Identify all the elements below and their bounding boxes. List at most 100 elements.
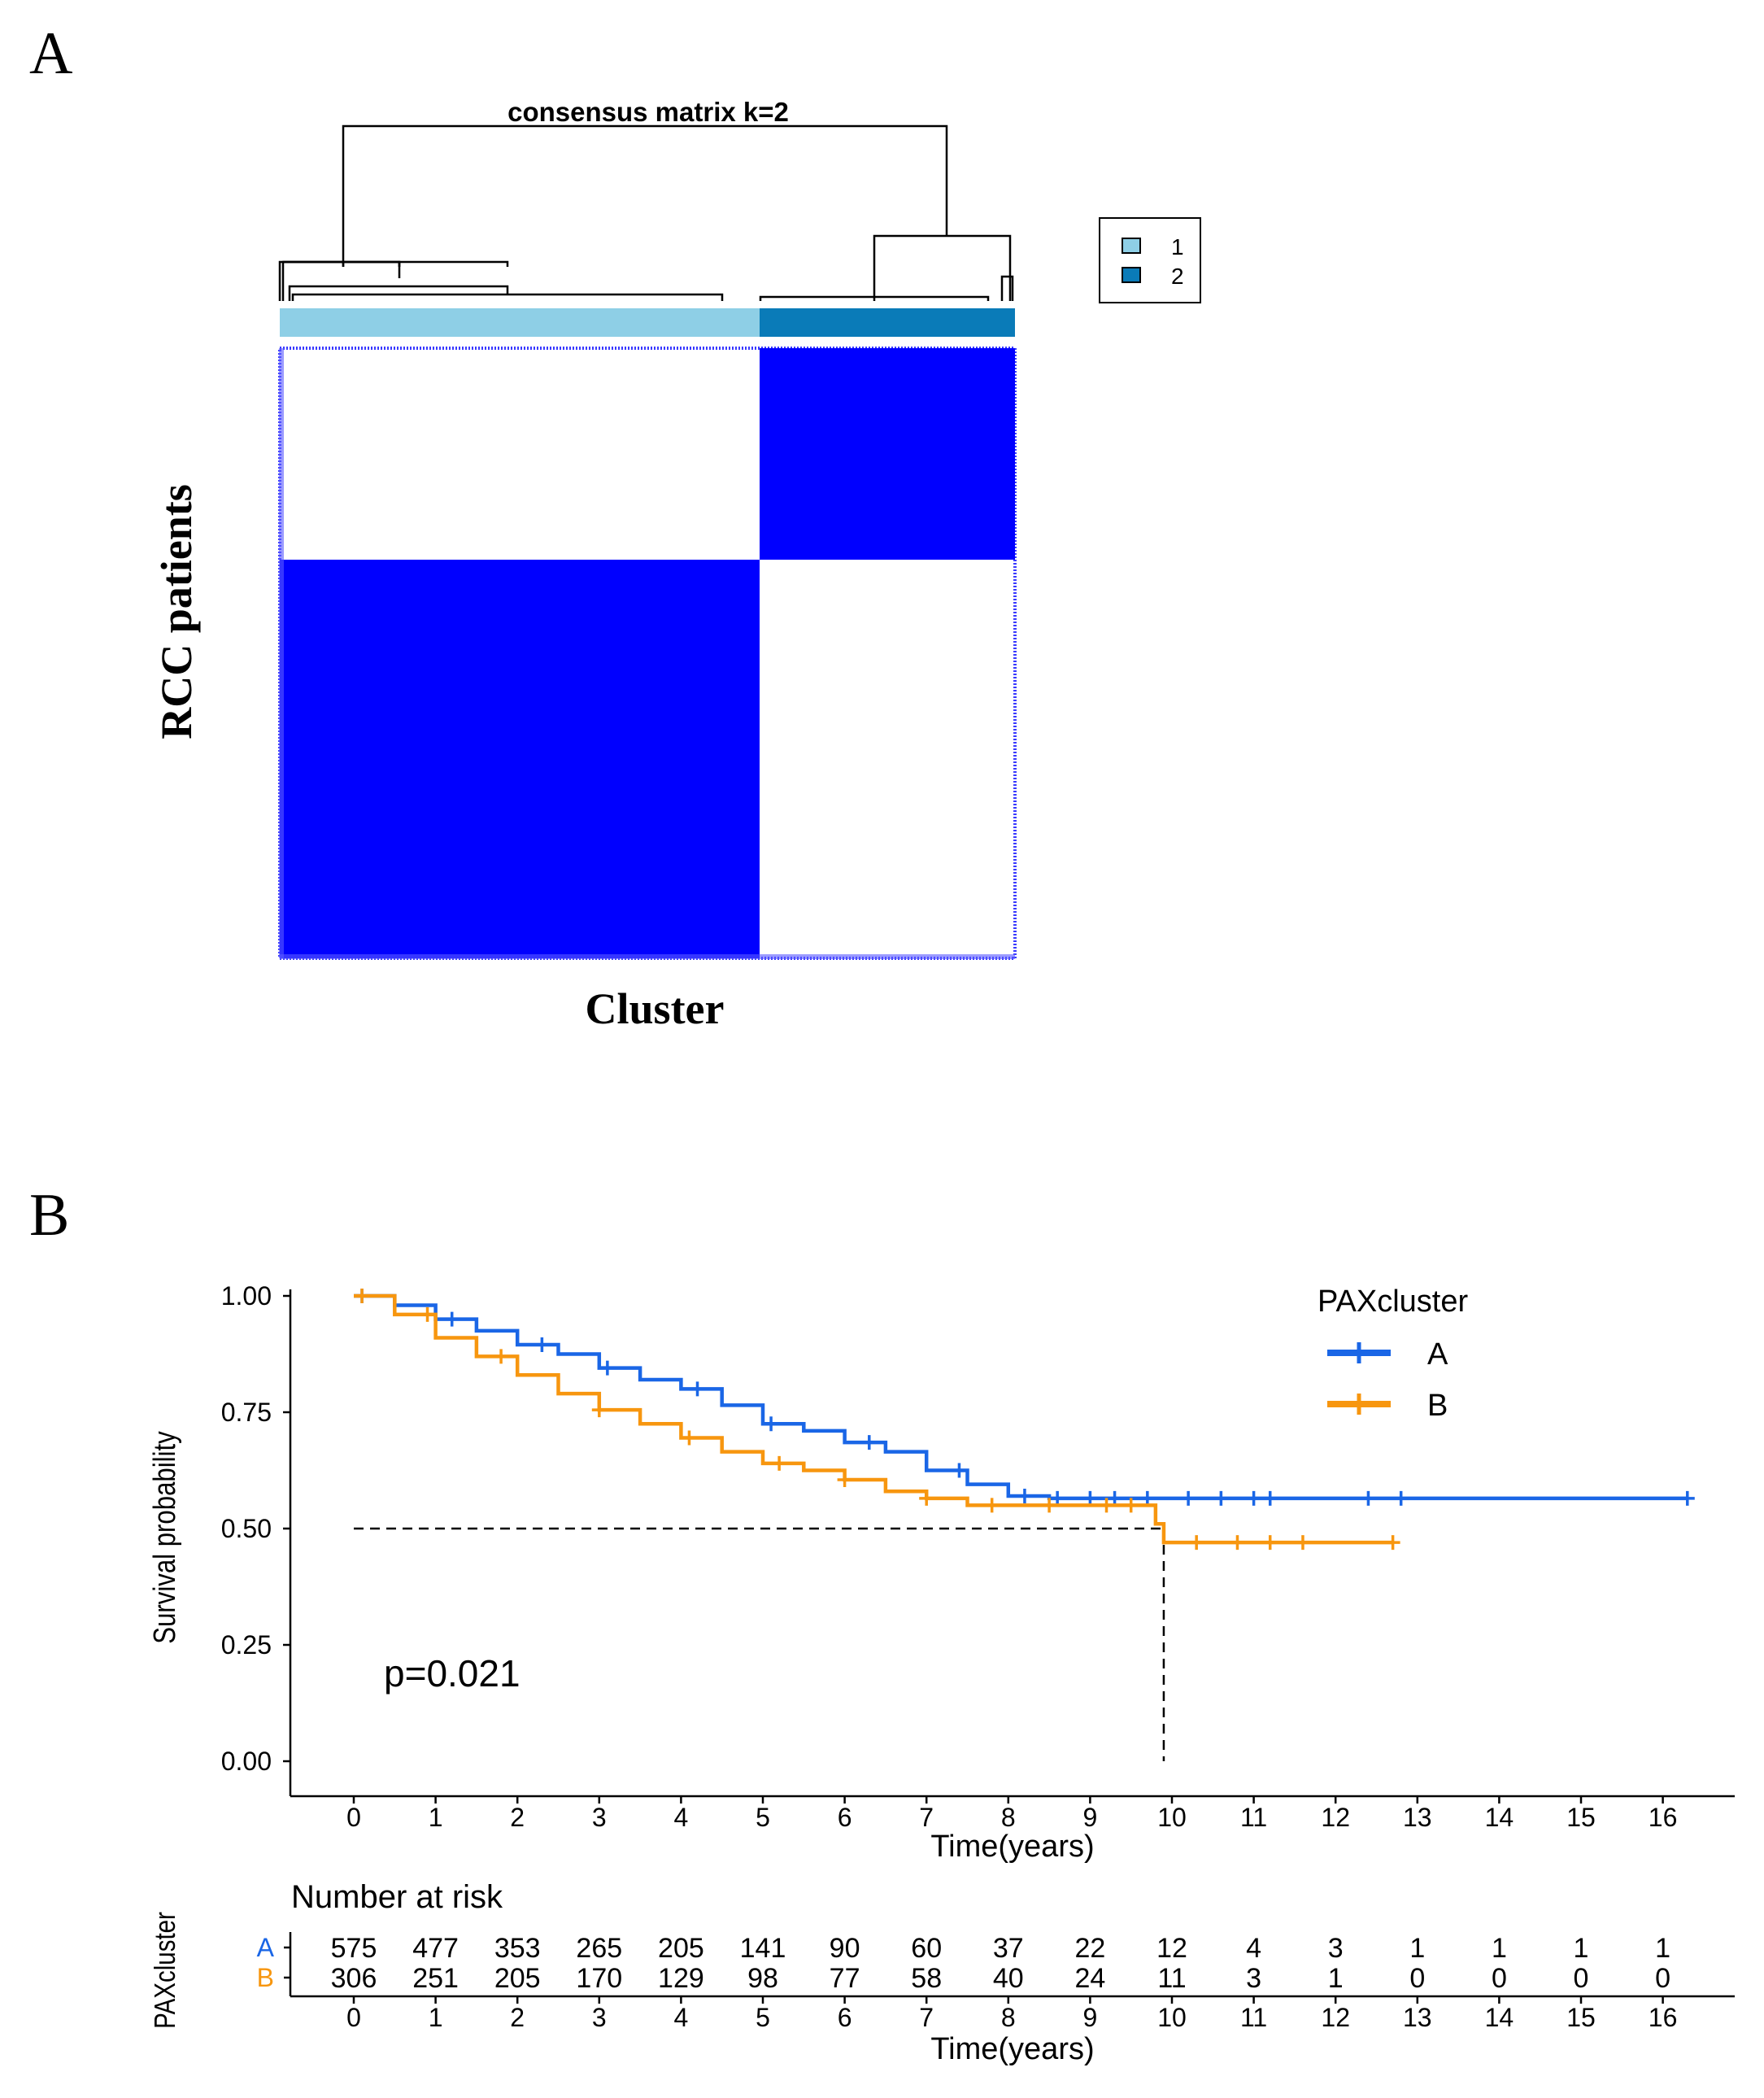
km-curve-B: [354, 1293, 1393, 1545]
censor-mark-A-11: [1107, 1490, 1122, 1506]
risk-x-tick-label-12: 12: [1321, 2003, 1350, 2032]
risk-cell-B-2: 205: [494, 1963, 541, 1994]
risk-cell-A-10: 12: [1156, 1933, 1187, 1964]
censor-mark-B-8: [984, 1498, 1000, 1513]
censor-mark-A-5: [764, 1416, 779, 1432]
x-tick-label-4: 4: [674, 1803, 689, 1832]
risk-cell-B-6: 77: [830, 1963, 860, 1994]
censor-mark-A-13: [1181, 1490, 1196, 1506]
censor-mark-A-19: [1679, 1490, 1695, 1506]
censor-mark-B-9: [1042, 1498, 1057, 1513]
dendrogram: [278, 124, 1014, 301]
risk-x-tick-label-15: 15: [1566, 2003, 1596, 2032]
risk-x-tick-label-16: 16: [1649, 2003, 1678, 2032]
km-legend: PAXcluster A B: [1318, 1285, 1468, 1423]
x-tick-label-8: 8: [1001, 1803, 1016, 1832]
legend-label-1: 1: [1171, 234, 1184, 260]
matrix-block-cluster-1: [280, 560, 760, 958]
risk-cell-B-13: 0: [1409, 1963, 1425, 1994]
risk-x-tick-label-13: 13: [1403, 2003, 1432, 2032]
consensus-matrix: [278, 347, 1017, 960]
km-y-ticks: 0.00 0.25 0.50 0.75 1.00: [221, 1281, 290, 1776]
risk-cell-B-10: 11: [1157, 1963, 1186, 1994]
risk-axes: [284, 1932, 1735, 1998]
risk-cell-B-8: 40: [993, 1963, 1024, 1994]
risk-cell-A-13: 1: [1409, 1933, 1425, 1964]
risk-x-tick-label-11: 11: [1240, 2003, 1267, 2032]
risk-x-tick-label-0: 0: [346, 2003, 361, 2032]
censor-mark-B-3: [591, 1402, 607, 1418]
risk-x-ticks: 0 1 2 3 4 5 6 7 8 9 10 11 12 13 14 15 16: [346, 1996, 1677, 2032]
x-tick-label-5: 5: [756, 1803, 770, 1832]
censor-mark-A-2: [534, 1337, 550, 1353]
censor-mark-A-16: [1262, 1490, 1278, 1506]
cluster-bar-2: [760, 308, 1015, 337]
x-tick-label-2: 2: [510, 1803, 525, 1832]
censor-mark-A-6: [861, 1435, 877, 1450]
risk-x-tick-label-5: 5: [756, 2003, 770, 2032]
risk-cell-B-0: 306: [331, 1963, 377, 1994]
risk-cell-B-11: 3: [1246, 1963, 1261, 1994]
x-tick-label-6: 6: [838, 1803, 852, 1832]
risk-cell-A-9: 22: [1074, 1933, 1105, 1964]
censor-mark-B-6: [837, 1472, 852, 1487]
panel-a-xlabel: Cluster: [586, 984, 725, 1033]
y-tick-label-4: 1.00: [221, 1281, 272, 1311]
risk-cell-A-6: 90: [830, 1933, 860, 1964]
censor-mark-A-15: [1246, 1490, 1261, 1506]
risk-cell-B-5: 98: [747, 1963, 778, 1994]
censor-mark-B-1: [420, 1306, 435, 1322]
censor-mark-B-16: [1385, 1535, 1400, 1551]
risk-cell-A-15: 1: [1574, 1933, 1589, 1964]
risk-table-ylabel: PAXcluster: [148, 1912, 181, 2029]
y-tick-label-3: 0.75: [221, 1398, 272, 1427]
km-curve-A: [354, 1293, 1688, 1501]
censor-mark-A-8: [1017, 1488, 1032, 1503]
risk-cell-A-2: 353: [494, 1933, 541, 1964]
risk-cell-A-1: 477: [412, 1933, 459, 1964]
risk-x-tick-label-10: 10: [1157, 2003, 1187, 2032]
y-tick-label-2: 0.50: [221, 1514, 272, 1543]
panel-a-ylabel: RCC patients: [152, 484, 201, 739]
risk-cell-A-12: 3: [1328, 1933, 1344, 1964]
risk-x-tick-label-1: 1: [429, 2003, 443, 2032]
censor-mark-B-15: [1295, 1535, 1310, 1551]
risk-cell-A-5: 141: [740, 1933, 786, 1964]
x-tick-label-15: 15: [1566, 1803, 1596, 1832]
risk-x-tick-label-9: 9: [1083, 2003, 1098, 2032]
risk-table-title: Number at risk: [291, 1879, 503, 1915]
censor-mark-B-14: [1262, 1535, 1278, 1551]
panel-b-letter: B: [29, 1182, 69, 1249]
censor-mark-A-18: [1393, 1490, 1409, 1506]
x-tick-label-9: 9: [1083, 1803, 1098, 1832]
censor-mark-A-4: [690, 1381, 705, 1397]
risk-x-tick-label-8: 8: [1001, 2003, 1016, 2032]
x-tick-label-16: 16: [1649, 1803, 1678, 1832]
consensus-title: consensus matrix k=2: [507, 97, 789, 127]
censor-mark-A-14: [1213, 1490, 1229, 1506]
risk-x-tick-label-6: 6: [838, 2003, 852, 2032]
risk-cell-A-16: 1: [1655, 1933, 1670, 1964]
risk-row-label-b: B: [257, 1963, 274, 1992]
x-tick-label-10: 10: [1157, 1803, 1187, 1832]
censor-mark-A-9: [1050, 1490, 1065, 1506]
risk-cell-B-7: 58: [911, 1963, 942, 1994]
legend-swatch-1: [1122, 238, 1141, 254]
censor-mark-A-1: [444, 1311, 460, 1327]
x-tick-label-1: 1: [429, 1803, 443, 1832]
risk-cell-A-11: 4: [1246, 1933, 1261, 1964]
censor-mark-B-11: [1123, 1498, 1139, 1513]
risk-cell-A-14: 1: [1492, 1933, 1507, 1964]
censor-mark-B-2: [494, 1349, 509, 1364]
censor-mark-B-5: [772, 1455, 787, 1471]
x-tick-label-13: 13: [1403, 1803, 1432, 1832]
risk-cell-B-12: 1: [1328, 1963, 1344, 1994]
risk-x-tick-label-2: 2: [510, 2003, 525, 2032]
p-value: p=0.021: [384, 1652, 520, 1695]
censor-mark-A-10: [1082, 1490, 1098, 1506]
km-ylabel: Survival probability: [148, 1431, 182, 1644]
risk-table-xlabel: Time(years): [930, 2032, 1094, 2066]
matrix-block-cluster-2: [760, 348, 1015, 560]
censor-mark-A-7: [952, 1463, 967, 1478]
